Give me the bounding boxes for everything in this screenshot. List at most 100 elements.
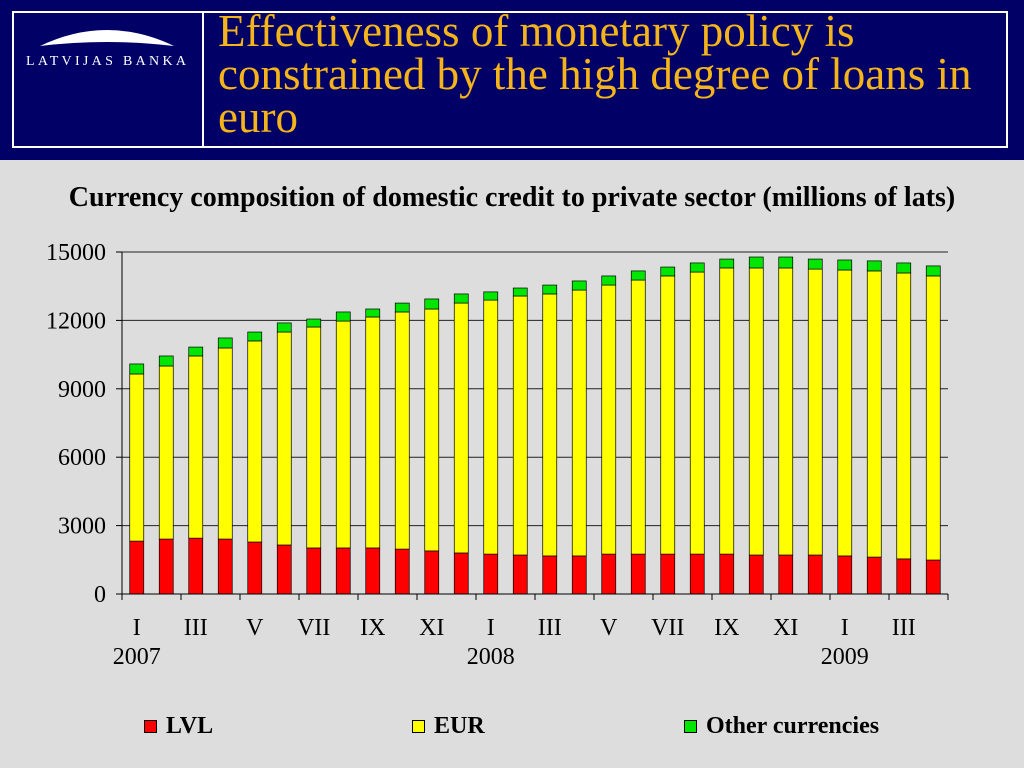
bar-segment-other-currencies-20: [689, 262, 705, 273]
x-tick-label-21: IX: [714, 615, 739, 641]
bar-segment-other-currencies-12: [453, 293, 469, 304]
bar-segment-other-currencies-15: [542, 284, 558, 295]
bar-segment-other-currencies-28: [925, 265, 941, 277]
bar-segment-lvl-26: [866, 556, 882, 595]
bar-segment-lvl-22: [748, 554, 764, 595]
legend-label-eur: EUR: [434, 713, 485, 739]
x-tick-label-1: I: [133, 615, 141, 641]
y-tick-label-3000: 3000: [58, 514, 106, 540]
bar-segment-other-currencies-4: [217, 337, 233, 349]
bar-segment-lvl-21: [719, 553, 735, 595]
bar-segment-eur-20: [689, 271, 705, 555]
bar-segment-lvl-8: [335, 547, 351, 595]
y-tick-label-9000: 9000: [58, 377, 106, 403]
bar-segment-eur-3: [188, 355, 204, 539]
y-tick-label-12000: 12000: [46, 308, 106, 334]
bar-segment-eur-6: [276, 331, 292, 546]
bar-segment-other-currencies-24: [807, 258, 823, 270]
bar-segment-eur-15: [542, 293, 558, 557]
x-tick-label-23: XI: [773, 615, 798, 641]
x-tick-label-13: I: [487, 615, 495, 641]
bar-segment-eur-23: [778, 267, 794, 556]
legend-swatch-lvl: [144, 719, 157, 733]
legend-item-lvl: LVL: [144, 711, 213, 741]
y-tick-label-6000: 6000: [58, 445, 106, 471]
bar-segment-other-currencies-14: [512, 287, 528, 297]
bar-segment-eur-17: [601, 284, 617, 555]
x-tick-label-3: III: [184, 615, 208, 641]
bar-segment-eur-22: [748, 267, 764, 556]
bar-segment-other-currencies-3: [188, 346, 204, 357]
bar-segment-eur-13: [483, 299, 499, 555]
bar-segment-eur-21: [719, 267, 735, 555]
bar-segment-other-currencies-10: [394, 302, 410, 313]
bar-segment-other-currencies-18: [630, 270, 646, 281]
legend-swatch-other-currencies: [684, 719, 697, 733]
bar-segment-lvl-10: [394, 548, 410, 595]
bar-segment-eur-7: [306, 326, 322, 549]
header-frame: [12, 11, 1008, 148]
bar-segment-eur-19: [660, 275, 676, 555]
legend-item-eur: EUR: [412, 711, 485, 741]
bar-segment-other-currencies-21: [719, 258, 735, 269]
bar-segment-lvl-14: [512, 554, 528, 595]
bar-segment-other-currencies-19: [660, 266, 676, 277]
chart-axes: [116, 251, 949, 600]
bar-segment-other-currencies-9: [365, 308, 381, 318]
bar-segment-lvl-1: [129, 540, 145, 595]
bar-segment-lvl-2: [158, 538, 174, 595]
bar-segment-lvl-7: [306, 547, 322, 595]
bank-logo-text: LATVIJAS BANKA: [26, 54, 190, 69]
bar-segment-eur-2: [158, 365, 174, 540]
slide-title: Effectiveness of monetary policy is cons…: [218, 6, 972, 142]
bar-segment-lvl-27: [896, 558, 912, 595]
bar-segment-other-currencies-2: [158, 355, 174, 367]
x-year-label-2007: 2007: [113, 644, 161, 670]
bar-segment-eur-25: [837, 269, 853, 557]
bar-segment-eur-11: [424, 308, 440, 552]
bar-segment-eur-26: [866, 270, 882, 558]
x-tick-label-17: V: [600, 615, 618, 641]
bar-segment-lvl-17: [601, 553, 617, 595]
bar-segment-eur-27: [896, 272, 912, 560]
bar-segment-lvl-13: [483, 553, 499, 595]
chart-title: Currency composition of domestic credit …: [68, 182, 956, 213]
slide-header: LATVIJAS BANKA Effectiveness of monetary…: [0, 0, 1024, 160]
bar-segment-lvl-18: [630, 553, 646, 595]
bar-segment-lvl-15: [542, 555, 558, 595]
bar-segment-lvl-5: [247, 541, 263, 595]
bar-segment-other-currencies-23: [778, 256, 794, 269]
x-tick-label-9: IX: [360, 615, 385, 641]
bar-segment-lvl-28: [925, 559, 941, 595]
bar-segment-lvl-6: [276, 544, 292, 595]
y-tick-label-0: 0: [94, 582, 106, 608]
bar-segment-other-currencies-26: [866, 260, 882, 272]
legend-item-other-currencies: Other currencies: [684, 711, 879, 741]
x-tick-label-11: XI: [419, 615, 444, 641]
bar-segment-other-currencies-6: [276, 322, 292, 333]
bar-segment-eur-24: [807, 268, 823, 556]
x-tick-label-19: VII: [651, 615, 684, 641]
bar-segment-lvl-20: [689, 553, 705, 595]
bar-segment-other-currencies-5: [247, 331, 263, 342]
bar-segment-other-currencies-7: [306, 318, 322, 328]
bar-segment-eur-8: [335, 320, 351, 549]
bar-segment-other-currencies-11: [424, 298, 440, 310]
x-tick-label-15: III: [538, 615, 562, 641]
bar-segment-lvl-9: [365, 547, 381, 595]
x-year-label-2008: 2008: [467, 644, 515, 670]
bar-segment-lvl-19: [660, 553, 676, 595]
bar-segment-other-currencies-27: [896, 262, 912, 274]
bar-segment-other-currencies-25: [837, 259, 853, 271]
bar-segment-other-currencies-13: [483, 291, 499, 301]
bar-segment-lvl-4: [217, 538, 233, 595]
bar-segment-eur-18: [630, 279, 646, 555]
x-tick-label-25: I: [841, 615, 849, 641]
bar-segment-lvl-16: [571, 555, 587, 595]
legend-label-lvl: LVL: [166, 713, 214, 739]
bar-segment-lvl-25: [837, 555, 853, 595]
x-tick-label-5: V: [246, 615, 264, 641]
bar-segment-eur-16: [571, 289, 587, 557]
